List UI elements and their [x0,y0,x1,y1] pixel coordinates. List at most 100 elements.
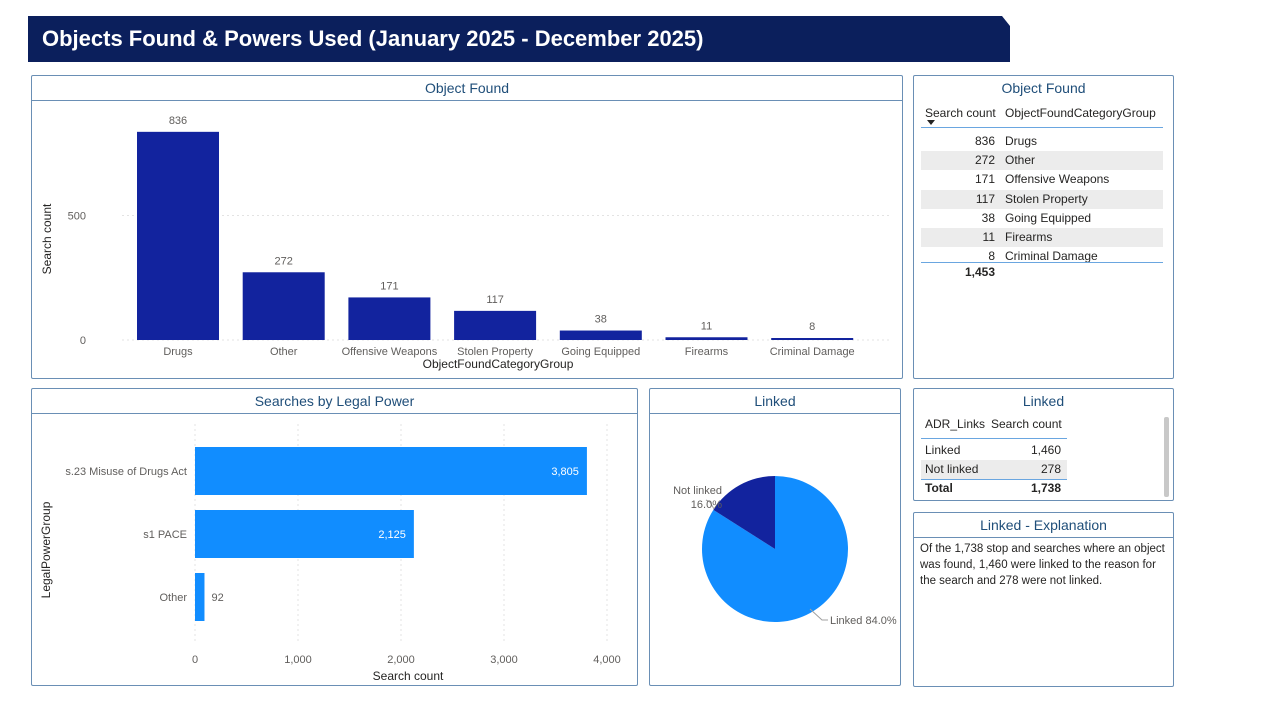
page-title: Objects Found & Powers Used (January 202… [42,26,704,51]
header-linked-search-count[interactable]: Search count [991,417,1062,431]
sort-desc-icon[interactable] [927,120,935,125]
table-row[interactable]: 117 Stolen Property [921,189,1163,209]
linked-table-title: Linked [1022,393,1065,409]
cell-category: Offensive Weapons [1005,172,1110,187]
y-tick-label: Other [159,592,187,604]
table-row[interactable]: 8 Criminal Damage [921,247,1163,266]
cell-search-count: 11 [982,230,995,244]
table-scrollbar[interactable] [1164,417,1169,497]
x-tick-label: 3,000 [490,654,518,666]
cell-search-count: 171 [974,172,995,187]
x-axis-title: ObjectFoundCategoryGroup [423,357,574,371]
cell-category: Drugs [1005,134,1038,148]
y-tick-label: s.23 Misuse of Drugs Act [65,466,187,478]
header-category[interactable]: ObjectFoundCategoryGroup [1005,106,1156,120]
cell-search-count: 272 [974,153,995,168]
table-row[interactable]: 11 Firearms [921,228,1163,247]
cell-adr-link: Not linked [925,462,979,476]
bar-going-equipped [559,330,642,340]
header-banner: Objects Found & Powers Used (January 202… [28,16,1010,62]
linked-header-divider [921,438,1067,439]
y-tick-label: 500 [68,211,86,223]
cell-category: Criminal Damage [1005,249,1098,264]
data-label: 272 [275,255,293,267]
x-tick-label: Other [270,346,298,358]
legal-power-chart-panel: Searches by Legal Power 0 1,000 2,000 3,000… [31,388,638,686]
object-found-rows: 836 Drugs 272 Other 171 Offensive Weapons 117 S… [921,128,1163,268]
explanation-panel: Linked - Explanation Of the 1,738 stop a… [913,512,1174,687]
data-label: 92 [211,592,223,604]
linked-total-divider [921,479,1067,480]
header-adr-links[interactable]: ADR_Links [925,417,986,431]
data-label: 11 [701,320,712,332]
bar-drugs [137,131,219,340]
linked-total-value: 1,738 [1030,481,1061,495]
x-tick-label: Going Equipped [561,346,640,358]
linked-table: ADR_Links Search count Linked 1,460 Not li… [921,417,1069,497]
leader-line [705,499,715,510]
linked-table-panel: Linked ADR_Links Search count Linked 1,46… [913,388,1174,501]
object-found-chart-panel: Object Found 05001,000836Drugs272Other17… [31,75,903,379]
cell-search-count: 38 [981,210,995,225]
cell-search-count: 8 [988,249,995,264]
table-row[interactable]: Linked 1,460 [921,441,1067,460]
object-found-total: 1,453 [964,265,995,279]
x-axis-title: Search count [373,669,444,683]
object-found-table-panel: Object Found Search count ObjectFoundCat… [913,75,1174,379]
cell-category: Going Equipped [1005,210,1092,225]
object-found-table-title: Object Found [1001,80,1086,96]
data-label: 171 [380,280,398,292]
cell-search-count: 117 [975,191,995,206]
total-divider [921,262,1163,263]
explanation-text: Of the 1,738 stop and searches where an … [920,543,1165,587]
table-row[interactable]: 272 Other [921,151,1163,171]
x-tick-label: 4,000 [593,654,621,666]
bar-s1-pace [195,510,414,558]
pie-label-linked: Linked 84.0% [830,615,897,627]
cell-category: Other [1005,153,1036,168]
x-tick-label: Criminal Damage [770,346,855,358]
table-row[interactable]: Not linked 278 [921,460,1067,479]
y-axis-title: LegalPowerGroup [39,501,53,598]
linked-pie-chart: Linked 84.0% Not linked 16.0% [673,476,897,627]
data-label: 38 [595,314,607,326]
bar-criminal-damage [771,338,854,340]
table-row[interactable]: 171 Offensive Weapons [921,170,1163,189]
x-tick-label: 0 [192,654,198,666]
explanation-title: Linked - Explanation [914,513,1173,538]
bar-firearms [665,337,748,340]
table-row[interactable]: 38 Going Equipped [921,209,1163,228]
legal-power-chart: 0 1,000 2,000 3,000 4,000 s.23 Misuse of Drug… [39,424,621,683]
header-divider [921,127,1163,128]
header-search-count[interactable]: Search count [925,106,996,120]
pie-label-not-linked-percent: 16.0% [691,499,722,511]
x-tick-label: Stolen Property [457,346,533,358]
cell-search-count: 1,460 [1030,443,1061,457]
data-label: 836 [169,115,187,127]
y-axis-title: Search count [40,203,54,274]
table-row[interactable]: 836 Drugs [921,132,1163,151]
y-tick-label: s1 PACE [143,529,187,541]
x-tick-label: Offensive Weapons [342,346,438,358]
pie-slice-not-linked [713,476,775,549]
data-label: 2,125 [378,529,406,541]
object-found-chart: 05001,000836Drugs272Other171Offensive We… [40,115,892,371]
x-tick-label: 2,000 [387,654,415,666]
bar-s-23-misuse-of-drugs-act [195,447,587,495]
cell-category: Stolen Property [1005,191,1088,206]
legal-power-chart-title: Searches by Legal Power [32,389,637,414]
cell-search-count: 836 [974,134,995,148]
x-tick-label: Drugs [163,346,193,358]
x-tick-label: 1,000 [284,654,312,666]
object-found-chart-title: Object Found [32,76,902,101]
bar-other [242,272,325,340]
data-label: 117 [486,294,504,306]
cell-search-count: 278 [1040,462,1061,476]
linked-total-label: Total [925,481,953,495]
cell-adr-link: Linked [925,443,961,457]
data-label: 3,805 [551,466,579,478]
pie-label-not-linked: Not linked [673,485,722,497]
y-tick-label: 0 [80,335,86,347]
data-label: 8 [809,321,815,333]
bar-offensive-weapons [348,297,431,340]
